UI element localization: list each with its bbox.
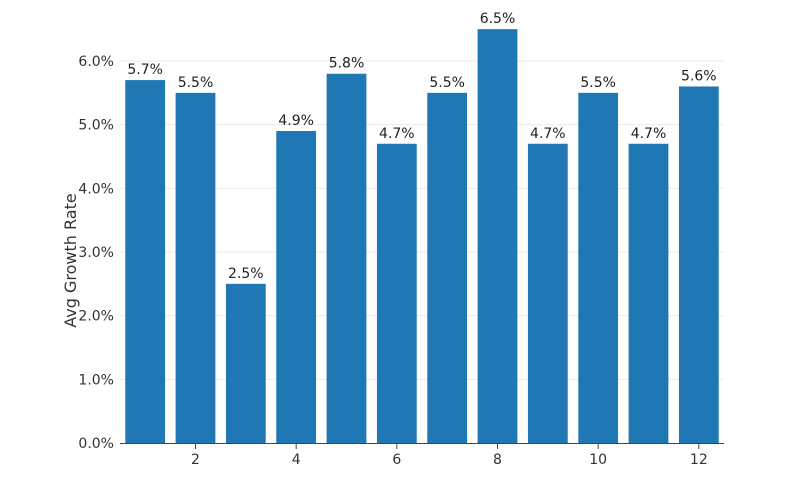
x-tick-label: 8 <box>493 452 502 468</box>
bar <box>427 92 468 443</box>
bar-value-labels: 5.7% 5.5% 2.5% 4.9% 5.8% 4.7% 5.5% 6.5% 4.7% 5.5%… <box>127 11 716 282</box>
y-tick-label: 5.0% <box>78 118 114 134</box>
bars <box>125 29 719 444</box>
bar <box>376 143 417 443</box>
bar <box>326 73 367 443</box>
bar <box>678 86 719 443</box>
bar <box>225 283 266 443</box>
bar-value-label: 4.7% <box>530 126 566 142</box>
y-tick-label: 2.0% <box>78 309 114 325</box>
x-tick-label: 6 <box>392 452 401 468</box>
bar-value-label: 4.7% <box>631 126 667 142</box>
bar <box>125 80 166 443</box>
bar-value-label: 4.9% <box>278 113 314 129</box>
y-tick-label: 0.0% <box>78 436 114 452</box>
axes: 0.0% 1.0% 2.0% 3.0% 4.0% 5.0% 6.0% 2 4 6 8 10 12 <box>78 54 724 468</box>
bar-value-label: 5.5% <box>429 75 465 91</box>
bar <box>477 29 518 444</box>
x-tick-label: 10 <box>589 452 607 468</box>
bar-value-label: 5.7% <box>127 62 163 78</box>
bar-value-label: 4.7% <box>379 126 415 142</box>
bar-value-label: 5.5% <box>178 75 214 91</box>
y-tick-label: 1.0% <box>78 372 114 388</box>
y-tick-label: 6.0% <box>78 54 114 70</box>
y-tick-label: 4.0% <box>78 181 114 197</box>
y-axis-title: Avg Growth Rate <box>61 193 80 327</box>
bar-value-label: 5.8% <box>329 56 365 72</box>
bar-value-label: 2.5% <box>228 266 264 282</box>
bar <box>276 131 317 444</box>
bar-value-label: 6.5% <box>480 11 516 27</box>
bar <box>628 143 669 443</box>
x-tick-label: 12 <box>690 452 708 468</box>
bar-value-label: 5.6% <box>681 68 717 84</box>
bar <box>578 92 619 443</box>
y-tick-label: 3.0% <box>78 245 114 261</box>
bar <box>527 143 568 443</box>
bar <box>175 92 216 443</box>
x-tick-label: 2 <box>191 452 200 468</box>
bar-value-label: 5.5% <box>580 75 616 91</box>
gridlines <box>120 60 724 380</box>
x-tick-label: 4 <box>292 452 301 468</box>
